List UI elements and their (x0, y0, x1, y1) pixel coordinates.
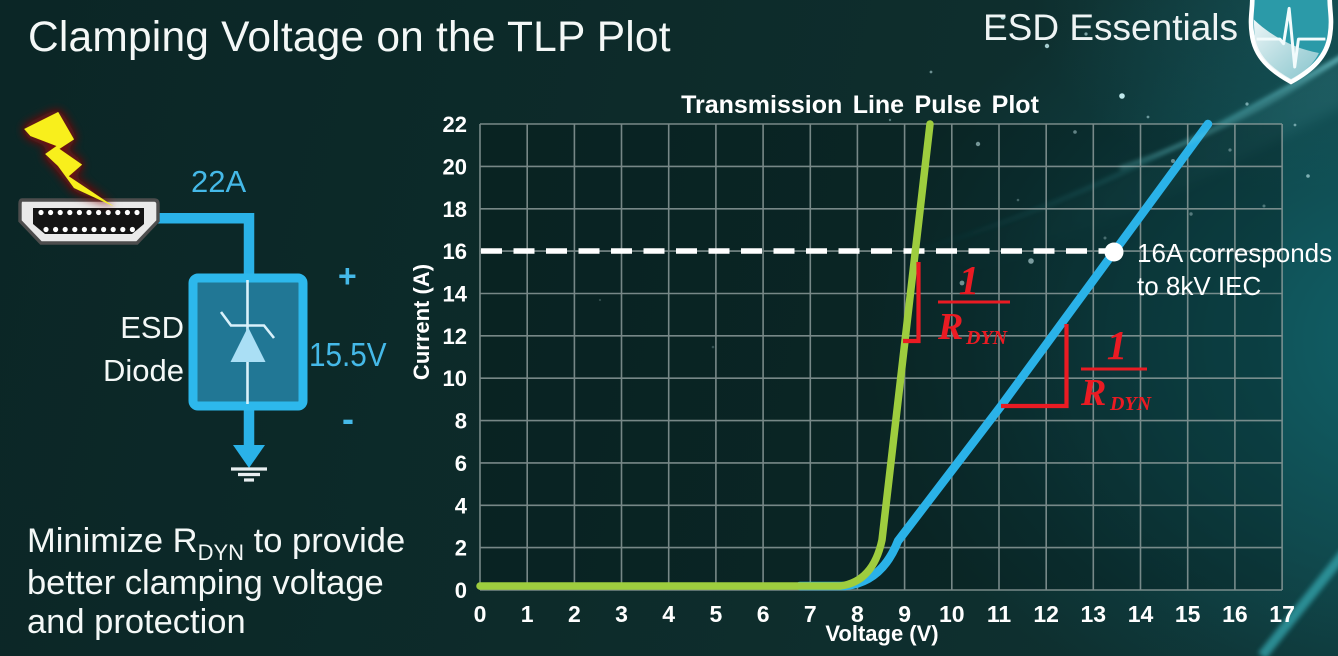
svg-text:9: 9 (898, 601, 911, 627)
svg-text:16A corresponds: 16A corresponds (1137, 238, 1332, 268)
svg-text:20: 20 (443, 154, 467, 179)
svg-text:18: 18 (443, 197, 467, 222)
svg-text:1: 1 (1107, 322, 1128, 368)
svg-text:R: R (937, 306, 963, 348)
svg-text:11: 11 (987, 601, 1012, 627)
svg-text:4: 4 (662, 601, 675, 627)
svg-text:0: 0 (455, 578, 467, 603)
svg-text:14: 14 (443, 282, 468, 307)
svg-text:1: 1 (521, 601, 534, 627)
svg-text:4: 4 (455, 493, 468, 518)
svg-text:2: 2 (455, 536, 467, 561)
svg-text:22: 22 (443, 112, 467, 137)
svg-text:1: 1 (959, 257, 980, 303)
svg-text:8: 8 (851, 601, 864, 627)
svg-text:R: R (1080, 372, 1106, 414)
svg-text:10: 10 (443, 366, 467, 391)
svg-text:17: 17 (1269, 601, 1295, 627)
svg-text:Transmission Line Pulse Plot: Transmission Line Pulse Plot (681, 91, 1039, 119)
svg-text:DYN: DYN (965, 327, 1009, 349)
svg-text:3: 3 (615, 601, 628, 627)
svg-text:Current (A): Current (A) (409, 264, 434, 380)
svg-text:6: 6 (757, 601, 770, 627)
svg-text:8: 8 (455, 409, 467, 434)
svg-text:DYN: DYN (1109, 393, 1153, 415)
svg-text:to 8kV IEC: to 8kV IEC (1137, 271, 1261, 301)
svg-text:12: 12 (1033, 601, 1059, 627)
svg-text:2: 2 (568, 601, 581, 627)
svg-text:15: 15 (1175, 601, 1201, 627)
svg-text:16: 16 (1222, 601, 1248, 627)
svg-text:12: 12 (443, 324, 467, 349)
svg-text:14: 14 (1128, 601, 1154, 627)
svg-text:13: 13 (1081, 601, 1107, 627)
svg-text:Voltage (V): Voltage (V) (825, 621, 938, 646)
svg-text:6: 6 (455, 451, 467, 476)
svg-text:10: 10 (939, 601, 965, 627)
svg-text:7: 7 (804, 601, 817, 627)
svg-text:0: 0 (474, 601, 487, 627)
svg-text:5: 5 (710, 601, 723, 627)
svg-text:16: 16 (443, 239, 467, 264)
